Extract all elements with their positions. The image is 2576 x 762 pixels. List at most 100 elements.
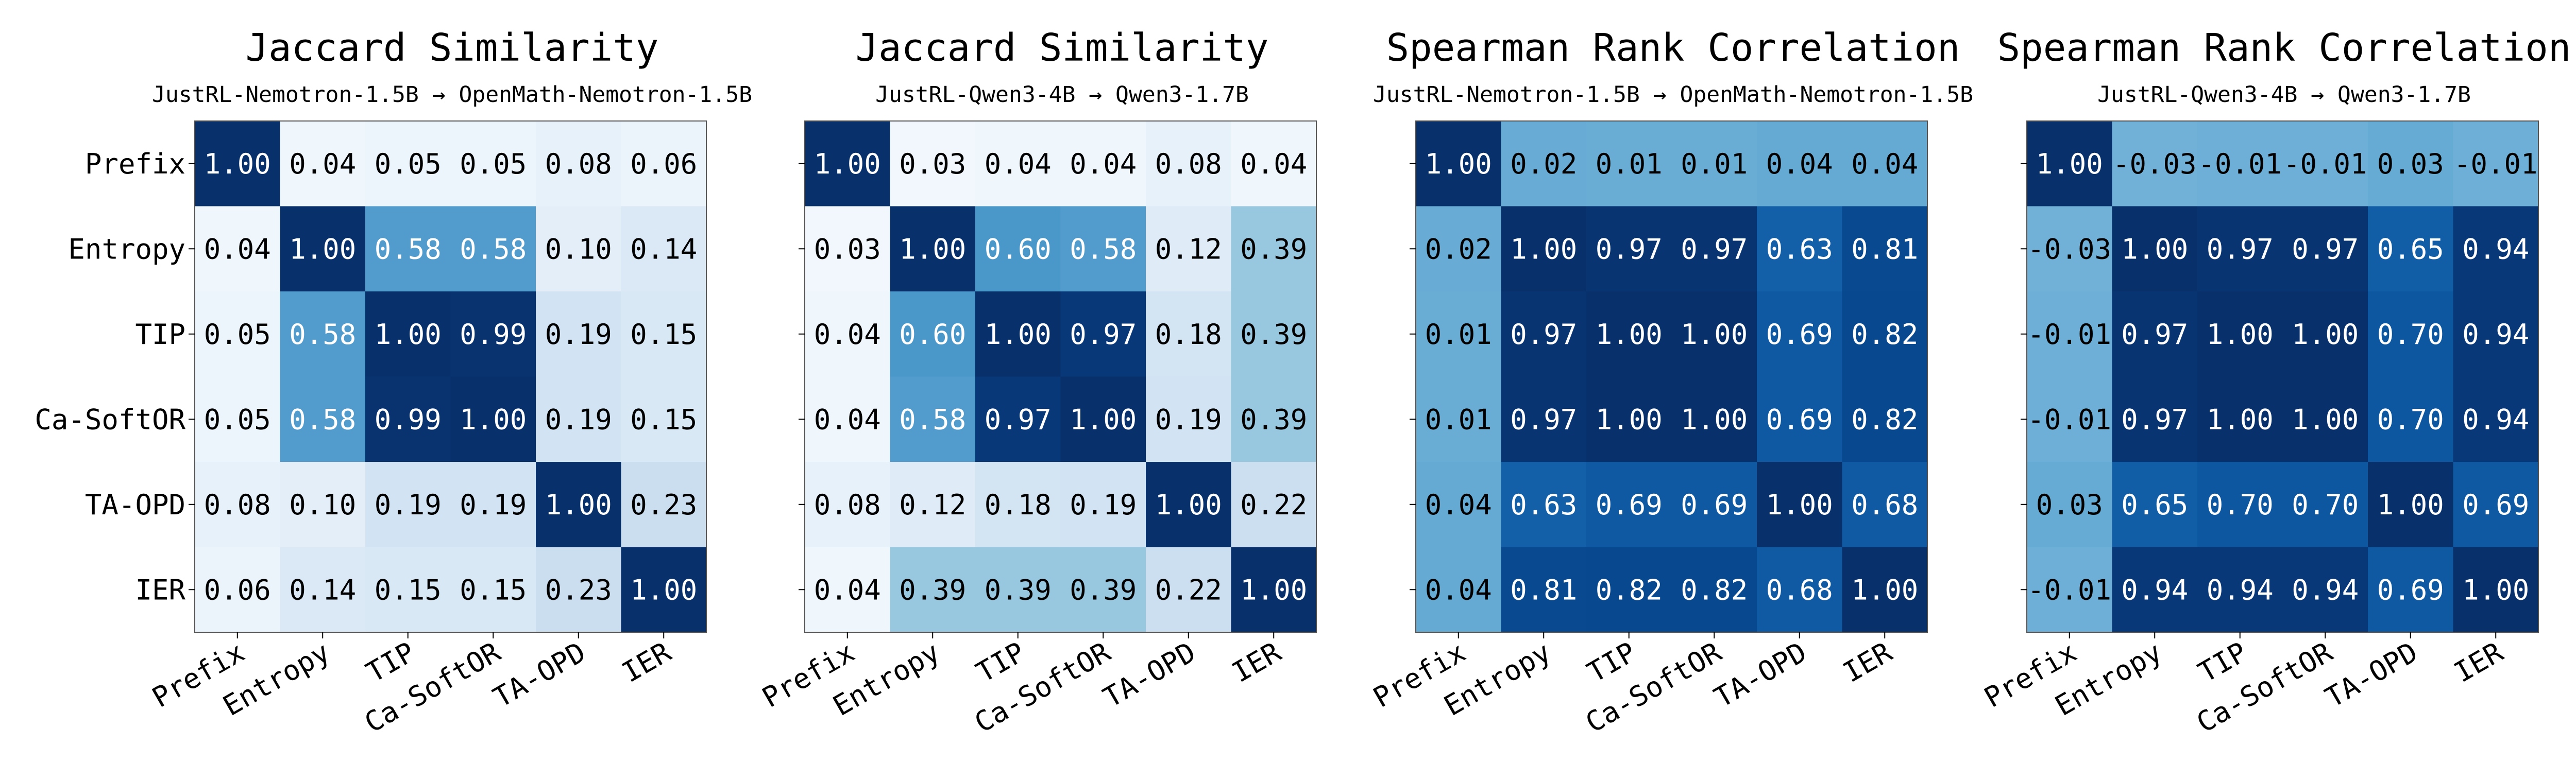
heatmap-cell	[1501, 291, 1587, 377]
cell-value-label: 1.00	[1155, 489, 1222, 521]
heatmap-cell	[975, 462, 1061, 548]
cell-value-label: 0.97	[1596, 233, 1663, 265]
heatmap-cell	[1416, 547, 1502, 633]
cell-value-label: -0.01	[2027, 403, 2111, 436]
heatmap-cell	[2453, 291, 2539, 377]
cell-value-label: 0.97	[1681, 233, 1748, 265]
heatmap-cell	[2368, 121, 2454, 207]
heatmap-cell	[621, 291, 707, 377]
heatmap-cell	[890, 462, 976, 548]
heatmap-cell	[365, 376, 451, 462]
cell-value-label: 0.60	[985, 233, 1052, 265]
cell-value-label: 0.04	[814, 403, 881, 436]
heatmap-cell	[621, 462, 707, 548]
heatmap-cell	[2368, 291, 2454, 377]
cell-value-label: -0.01	[2027, 574, 2111, 606]
cell-value-label: 0.05	[375, 148, 442, 180]
heatmap-cell	[2197, 547, 2283, 633]
cell-value-label: 0.69	[1766, 403, 1833, 436]
heatmap-cell	[890, 547, 976, 633]
cell-value-label: 0.94	[2292, 574, 2359, 606]
heatmap-cell	[1757, 547, 1843, 633]
cell-value-label: 0.94	[2207, 574, 2274, 606]
cell-value-label: 0.69	[1681, 489, 1748, 521]
cell-value-label: 0.70	[2377, 403, 2444, 436]
heatmap-cell	[2368, 206, 2454, 292]
heatmap-cell	[2027, 547, 2113, 633]
heatmap-cell	[975, 206, 1061, 292]
heatmap-cell	[1231, 206, 1317, 292]
heatmap-cell	[280, 121, 366, 207]
cell-value-label: 1.00	[899, 233, 966, 265]
cell-value-label: 0.01	[1425, 318, 1492, 351]
chart-subtitle: JustRL-Qwen3-4B → Qwen3-1.7B	[875, 82, 1249, 108]
chart-subtitle: JustRL-Nemotron-1.5B → OpenMath-Nemotron…	[152, 82, 752, 108]
heatmap-cell	[450, 206, 536, 292]
heatmap-cell	[1060, 206, 1146, 292]
cell-value-label: 0.03	[899, 148, 966, 180]
heatmap-panel-2: Jaccard Similarity JustRL-Qwen3-4B → Qwen…	[757, 26, 1317, 739]
cell-value-label: 0.82	[1851, 318, 1918, 351]
heatmap-cell	[2453, 547, 2539, 633]
cell-value-label: 0.08	[1155, 148, 1222, 180]
heatmap-cell	[1501, 376, 1587, 462]
y-tick-label: IER	[135, 574, 185, 606]
heatmap-cell	[365, 462, 451, 548]
cell-value-label: 1.00	[1681, 403, 1748, 436]
heatmap-cell	[805, 121, 891, 207]
cell-value-label: 0.97	[2207, 233, 2274, 265]
heatmap-cell	[805, 547, 891, 633]
cell-value-label: 0.65	[2121, 489, 2188, 521]
heatmap-panel-4: Spearman Rank Correlation JustRL-Qwen3-4B…	[1979, 26, 2571, 739]
cell-value-label: 0.12	[1155, 233, 1222, 265]
cell-value-label: 0.23	[630, 489, 697, 521]
cell-value-label: 0.15	[375, 574, 442, 606]
heatmap-cell	[621, 121, 707, 207]
heatmap-cell	[1671, 376, 1757, 462]
cell-value-label: 1.00	[204, 148, 271, 180]
cell-value-label: 0.65	[2377, 233, 2444, 265]
cell-value-label: 0.58	[289, 403, 356, 436]
heatmap-cell	[1060, 121, 1146, 207]
cell-value-label: 0.10	[545, 233, 612, 265]
heatmap-cell	[2112, 376, 2198, 462]
cell-value-label: 1.00	[375, 318, 442, 351]
cell-value-label: 0.58	[289, 318, 356, 351]
cell-value-label: 0.01	[1681, 148, 1748, 180]
heatmap-cell	[280, 291, 366, 377]
cell-value-label: 1.00	[2036, 148, 2103, 180]
heatmap-cell	[1231, 376, 1317, 462]
cell-value-label: 0.70	[2377, 318, 2444, 351]
cell-value-label: 0.63	[1766, 233, 1833, 265]
cell-value-label: 0.39	[1240, 403, 1307, 436]
cell-value-label: 0.02	[1510, 148, 1577, 180]
heatmap-cell	[280, 547, 366, 633]
cell-value-label: 1.00	[1510, 233, 1577, 265]
chart-subtitle: JustRL-Qwen3-4B → Qwen3-1.7B	[2097, 82, 2471, 108]
heatmap-cell	[450, 376, 536, 462]
cell-value-label: 0.10	[289, 489, 356, 521]
cell-value-label: 0.15	[460, 574, 527, 606]
heatmap-cell	[195, 206, 281, 292]
cell-value-label: 0.39	[1240, 233, 1307, 265]
heatmap-cell	[1146, 206, 1232, 292]
cell-value-label: 0.70	[2207, 489, 2274, 521]
heatmap-cell	[805, 291, 891, 377]
heatmap-cell	[1671, 291, 1757, 377]
plot-frame	[804, 120, 1317, 633]
cell-value-label: 1.00	[2121, 233, 2188, 265]
cell-value-label: 0.15	[630, 318, 697, 351]
heatmap-cell	[536, 547, 622, 633]
cell-value-label: 0.18	[985, 489, 1052, 521]
cell-value-label: 0.97	[2121, 318, 2188, 351]
cell-value-label: -0.01	[2198, 148, 2282, 180]
y-tick-label: TA-OPD	[85, 489, 185, 521]
cell-value-label: 1.00	[2377, 489, 2444, 521]
heatmap-cell	[365, 547, 451, 633]
cell-value-label: 0.14	[289, 574, 356, 606]
heatmap-cell	[975, 121, 1061, 207]
heatmap-cell	[1586, 121, 1672, 207]
cell-value-label: 0.97	[1510, 403, 1577, 436]
cell-value-label: 0.99	[460, 318, 527, 351]
